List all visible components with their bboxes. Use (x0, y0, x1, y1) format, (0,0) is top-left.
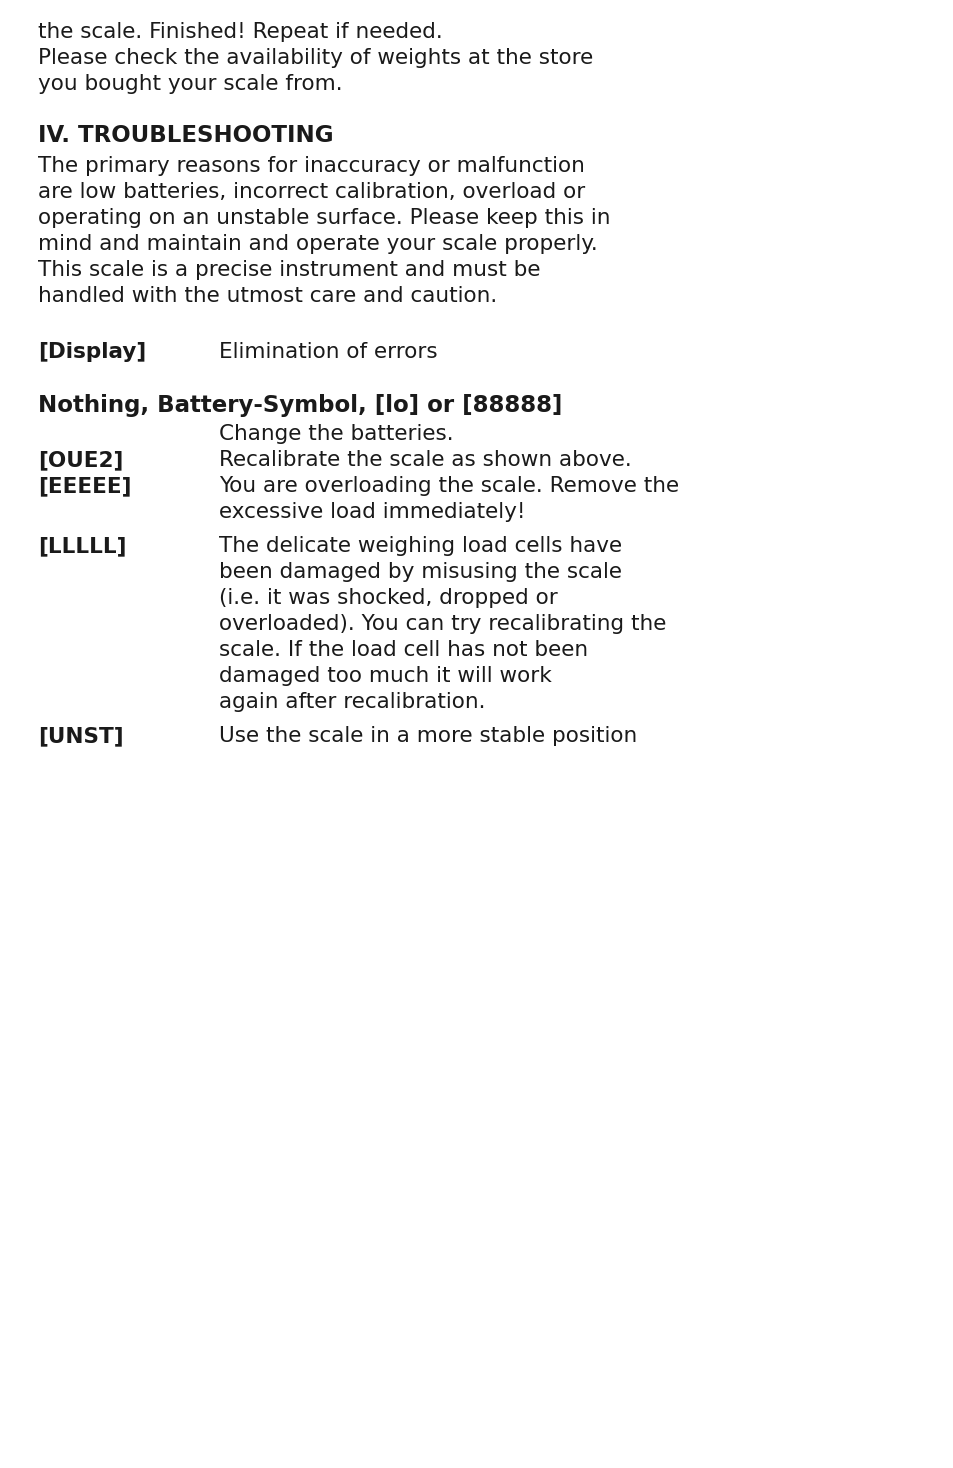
Text: operating on an unstable surface. Please keep this in: operating on an unstable surface. Please… (38, 208, 610, 228)
Text: damaged too much it will work: damaged too much it will work (219, 666, 552, 686)
Text: been damaged by misusing the scale: been damaged by misusing the scale (219, 562, 621, 581)
Text: you bought your scale from.: you bought your scale from. (38, 73, 342, 94)
Text: This scale is a precise instrument and must be: This scale is a precise instrument and m… (38, 260, 540, 280)
Text: scale. If the load cell has not been: scale. If the load cell has not been (219, 640, 588, 661)
Text: You are overloading the scale. Remove the: You are overloading the scale. Remove th… (219, 476, 679, 496)
Text: are low batteries, incorrect calibration, overload or: are low batteries, incorrect calibration… (38, 182, 585, 203)
Text: The primary reasons for inaccuracy or malfunction: The primary reasons for inaccuracy or ma… (38, 156, 584, 176)
Text: [OUE2]: [OUE2] (38, 451, 123, 470)
Text: excessive load immediately!: excessive load immediately! (219, 502, 525, 523)
Text: [Display]: [Display] (38, 342, 146, 363)
Text: [LLLLL]: [LLLLL] (38, 536, 127, 556)
Text: mind and maintain and operate your scale properly.: mind and maintain and operate your scale… (38, 233, 598, 254)
Text: Change the batteries.: Change the batteries. (219, 424, 454, 443)
Text: The delicate weighing load cells have: The delicate weighing load cells have (219, 536, 622, 556)
Text: handled with the utmost care and caution.: handled with the utmost care and caution… (38, 286, 497, 305)
Text: IV. TROUBLESHOOTING: IV. TROUBLESHOOTING (38, 123, 334, 147)
Text: [UNST]: [UNST] (38, 727, 124, 746)
Text: Elimination of errors: Elimination of errors (219, 342, 437, 363)
Text: Recalibrate the scale as shown above.: Recalibrate the scale as shown above. (219, 451, 632, 470)
Text: the scale. Finished! Repeat if needed.: the scale. Finished! Repeat if needed. (38, 22, 442, 43)
Text: (i.e. it was shocked, dropped or: (i.e. it was shocked, dropped or (219, 589, 558, 608)
Text: Nothing, Battery-Symbol, [lo] or [88888]: Nothing, Battery-Symbol, [lo] or [88888] (38, 393, 562, 417)
Text: [EEEEE]: [EEEEE] (38, 476, 132, 496)
Text: overloaded). You can try recalibrating the: overloaded). You can try recalibrating t… (219, 614, 666, 634)
Text: again after recalibration.: again after recalibration. (219, 691, 485, 712)
Text: Use the scale in a more stable position: Use the scale in a more stable position (219, 727, 637, 746)
Text: Please check the availability of weights at the store: Please check the availability of weights… (38, 48, 593, 68)
